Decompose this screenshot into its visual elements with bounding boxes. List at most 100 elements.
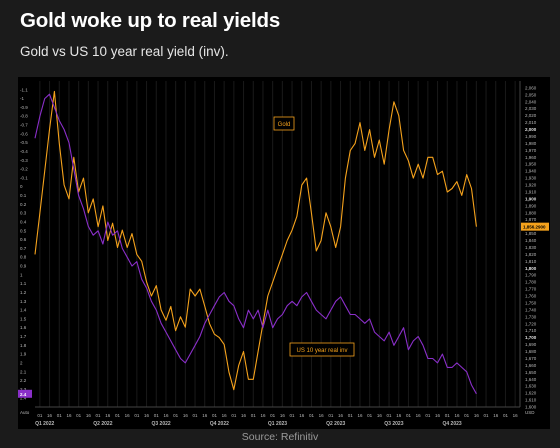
right-tick-label: 1,890 xyxy=(525,203,537,208)
right-axis-label: USD xyxy=(525,410,535,415)
left-tick-label: 0.6 xyxy=(20,237,27,242)
left-tick-label: -0.7 xyxy=(20,123,28,128)
x-tick-label: 01 xyxy=(425,413,431,418)
left-tick-label: 1.3 xyxy=(20,299,27,304)
right-tick-label: 1,710 xyxy=(525,328,537,333)
line-chart: 01 16 01 16 01 16 01 16 01 16 01 16 01 16 01 16 01 16 01 16… xyxy=(18,81,549,427)
x-tick-label: 16 xyxy=(338,413,344,418)
left-tick-label: -0.3 xyxy=(20,158,28,163)
left-tick-label: -0.2 xyxy=(20,167,28,172)
right-tick-label: 1,630 xyxy=(525,384,537,389)
quarter-label: Q3 2023 xyxy=(384,421,403,427)
left-tick-label: 0.9 xyxy=(20,264,27,269)
x-tick-label: 01 xyxy=(231,413,237,418)
right-tick-label: 1,740 xyxy=(525,307,537,312)
x-tick-label: 16 xyxy=(47,413,53,418)
x-tick-label: 01 xyxy=(406,413,412,418)
x-tick-label: 01 xyxy=(76,413,82,418)
right-tick-label: 1,760 xyxy=(525,294,537,299)
left-tick-label: 2 xyxy=(20,360,23,365)
right-tick-label: 1,730 xyxy=(525,314,537,319)
x-tick-label: 16 xyxy=(493,413,499,418)
right-tick-label: 1,780 xyxy=(525,280,537,285)
right-tick-label: 2,030 xyxy=(525,106,537,111)
right-tick-label: 1,970 xyxy=(525,148,537,153)
right-tick-label: 1,850 xyxy=(525,231,537,236)
left-tick-label: -0.9 xyxy=(20,105,28,110)
left-tick-label: 0.3 xyxy=(20,211,27,216)
x-tick-label: 01 xyxy=(464,413,470,418)
x-tick-label: 16 xyxy=(319,413,325,418)
left-tick-label: -1 xyxy=(20,96,24,101)
right-tick-label: 1,640 xyxy=(525,377,537,382)
right-tick-label: 1,930 xyxy=(525,176,537,181)
chart-panel: 01 16 01 16 01 16 01 16 01 16 01 16 01 16 01 16 01 16 01 16… xyxy=(18,77,550,429)
left-tick-label: 0.4 xyxy=(20,219,27,224)
series-annotation: Gold xyxy=(278,122,291,128)
right-tick-label: 1,940 xyxy=(525,169,537,174)
x-tick-label: 16 xyxy=(435,413,441,418)
x-tick-label: 01 xyxy=(387,413,393,418)
x-tick-label: 16 xyxy=(396,413,402,418)
x-tick-label: 16 xyxy=(280,413,286,418)
left-tick-label: 2.4 xyxy=(20,396,27,401)
right-tick-label: 2,000 xyxy=(525,127,537,132)
left-tick-label: -0.8 xyxy=(20,114,28,119)
chart-subtitle: Gold vs US 10 year real yield (inv). xyxy=(20,44,229,59)
right-tick-label: 1,660 xyxy=(525,363,537,368)
x-tick-label: 01 xyxy=(445,413,451,418)
right-tick-label: 1,820 xyxy=(525,252,537,257)
left-tick-label: 0.2 xyxy=(20,202,27,207)
quarter-label: Q2 2023 xyxy=(326,421,345,427)
right-tick-label: 1,620 xyxy=(525,391,537,396)
right-tick-label: 1,700 xyxy=(525,335,537,340)
x-tick-label: 16 xyxy=(105,413,111,418)
x-tick-label: 16 xyxy=(513,413,519,418)
x-tick-label: 01 xyxy=(367,413,373,418)
left-tick-label: 1.9 xyxy=(20,352,27,357)
left-tick-label: 1.6 xyxy=(20,325,27,330)
left-tick-label: 2.3 xyxy=(20,387,27,392)
x-tick-label: 01 xyxy=(193,413,199,418)
right-tick-label: 1,960 xyxy=(525,155,537,160)
right-tick-label: 1,790 xyxy=(525,273,537,278)
left-tick-label: 1 xyxy=(20,272,23,277)
series-annotation: US 10 year real inv xyxy=(296,348,347,354)
series-annotation-box xyxy=(273,116,295,131)
x-tick-label: 01 xyxy=(290,413,296,418)
quarter-label: Q2 2022 xyxy=(93,421,112,427)
right-tick-label: 1,870 xyxy=(525,217,537,222)
left-axis-label: Auto xyxy=(20,410,30,415)
right-tick-label: 2,060 xyxy=(525,85,537,90)
quarter-label: Q3 2022 xyxy=(152,421,171,427)
left-tick-label: 1.7 xyxy=(20,334,27,339)
x-tick-label: 01 xyxy=(328,413,334,418)
series-line xyxy=(34,93,477,395)
gold-last-value: 1,856.2900 xyxy=(523,225,546,230)
x-tick-label: 01 xyxy=(309,413,315,418)
right-tick-label: 1,600 xyxy=(525,405,537,410)
right-tick-label: 1,690 xyxy=(525,342,537,347)
right-tick-label: 2,050 xyxy=(525,92,537,97)
quarter-label: Q4 2022 xyxy=(210,421,229,427)
x-tick-label: 16 xyxy=(222,413,228,418)
right-tick-label: 1,680 xyxy=(525,349,537,354)
quarter-label: Q1 2022 xyxy=(35,421,54,427)
right-tick-label: 1,800 xyxy=(525,266,537,271)
right-tick-label: 1,920 xyxy=(525,183,537,188)
right-tick-label: 1,950 xyxy=(525,162,537,167)
left-tick-label: 1.8 xyxy=(20,343,27,348)
x-tick-label: 01 xyxy=(348,413,354,418)
x-tick-label: 01 xyxy=(154,413,160,418)
x-tick-label: 16 xyxy=(260,413,266,418)
x-tick-label: 16 xyxy=(163,413,169,418)
left-tick-label: 0.7 xyxy=(20,246,27,251)
series-line xyxy=(34,90,477,391)
x-tick-label: 16 xyxy=(241,413,247,418)
series-annotation-box xyxy=(289,342,355,357)
x-tick-label: 16 xyxy=(416,413,422,418)
x-tick-label: 16 xyxy=(454,413,460,418)
right-tick-label: 1,670 xyxy=(525,356,537,361)
x-tick-label: 01 xyxy=(212,413,218,418)
x-tick-label: 16 xyxy=(183,413,189,418)
